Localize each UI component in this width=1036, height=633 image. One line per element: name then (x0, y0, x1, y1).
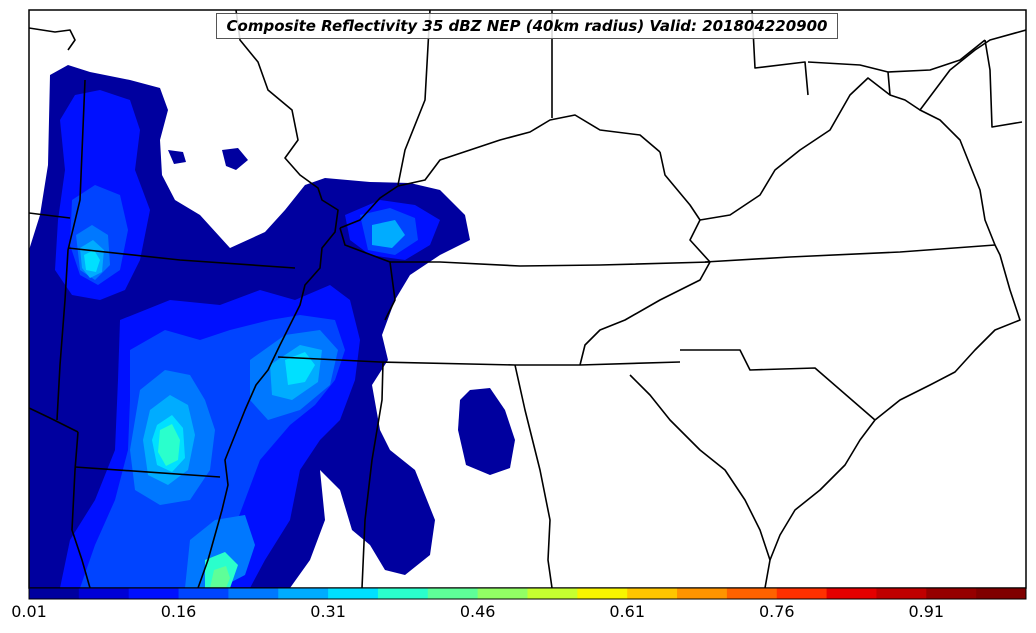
probability-region-small (222, 148, 248, 170)
probability-region-c4 (185, 515, 255, 588)
border-ks-ok (29, 212, 71, 219)
colorbar-swatch (876, 588, 927, 599)
border-ar-la (74, 466, 221, 478)
border-al-ga (514, 364, 553, 588)
colorbar-tick-label: 0.01 (11, 602, 47, 621)
border-ky-va (689, 219, 711, 263)
border-ohio-river (339, 114, 661, 229)
colorbar-swatch (477, 588, 528, 599)
colorbar-swatch (427, 588, 479, 599)
probability-region-d4 (372, 220, 405, 248)
probability-region-g1 (210, 566, 230, 588)
coastline-ga-sc (769, 419, 876, 561)
colorbar-swatch (577, 588, 628, 599)
colorbar-swatch (627, 588, 678, 599)
border-ms-al (361, 361, 384, 588)
probability-fill (29, 65, 515, 588)
colorbar-swatch (776, 588, 828, 599)
probability-region-small2 (168, 150, 186, 164)
colorbar-tick-label: 0.16 (160, 602, 197, 621)
border-delaware (984, 39, 1023, 128)
border-wv-east (807, 61, 891, 96)
map-title: Composite Reflectivity 35 dBZ NEP (40km … (216, 13, 838, 39)
colorbar-swatch (29, 588, 80, 599)
coastline-atlantic (874, 29, 1026, 421)
border-ohio-pa (751, 10, 809, 96)
colorbar-tick-label: 0.31 (310, 602, 346, 621)
colorbar-swatch (677, 588, 728, 599)
border-nc-sc (680, 349, 876, 421)
probability-region-e3 (285, 352, 315, 385)
border-va-nc (704, 244, 996, 263)
border-missouri-north (29, 27, 76, 51)
colorbar-swatch (826, 588, 877, 599)
colorbar-swatch (926, 588, 977, 599)
border-ok-tx (29, 407, 79, 433)
border-mississippi-river (197, 10, 339, 588)
colorbar-tick-label: 0.61 (609, 602, 645, 621)
border-tn-nc (579, 261, 711, 366)
border-tx-la (71, 431, 91, 588)
border-md-wv (887, 39, 986, 73)
colorbar (28, 587, 1027, 600)
border-illinois-indiana (397, 10, 431, 186)
colorbar-swatch (228, 588, 279, 599)
colorbar-swatch (78, 588, 130, 599)
colorbar-tick-label: 0.76 (758, 602, 795, 621)
colorbar-swatch (328, 588, 379, 599)
border-ga-sc (629, 374, 771, 588)
colorbar-swatch (278, 588, 329, 599)
colorbar-swatch (976, 588, 1027, 599)
colorbar-tick-label: 0.46 (459, 602, 496, 621)
colorbar-frame (28, 587, 1027, 600)
colorbar-swatch (527, 588, 578, 599)
state-borders (29, 10, 1026, 588)
probability-region-f1 (158, 424, 180, 466)
border-west-virginia (659, 77, 921, 221)
colorbar-swatch (178, 588, 229, 599)
border-ky-tn (390, 261, 711, 267)
colorbar-swatch (726, 588, 778, 599)
border-ok-ar (56, 79, 86, 421)
border-ky-west (339, 227, 396, 321)
border-ar-mo (67, 247, 296, 269)
colorbar-tick-label: 0.91 (908, 602, 945, 621)
probability-region-e1 (84, 250, 100, 272)
colorbar-swatch (128, 588, 180, 599)
probability-region-alabama (458, 388, 515, 475)
colorbar-swatch (377, 588, 429, 599)
